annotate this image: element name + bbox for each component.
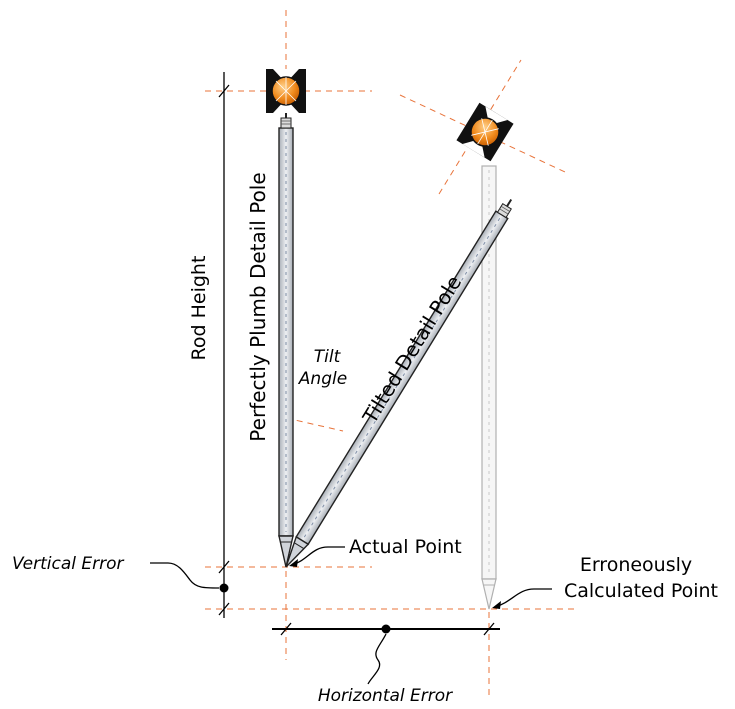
plumb-pole xyxy=(278,110,294,568)
tilt-angle-label-line2: Angle xyxy=(298,369,347,389)
plumb-pole-tip xyxy=(278,535,294,568)
vertical-error-leader xyxy=(150,562,220,589)
tilt-angle-label-line1: Tilt xyxy=(314,347,342,367)
horizontal-error-leader xyxy=(367,633,387,685)
tilted-pole xyxy=(285,198,513,568)
tilted-prism-icon xyxy=(456,102,514,162)
horizontal-error-dot xyxy=(381,624,391,634)
tilted-pole-label: Tilted Detail Pole xyxy=(357,271,466,428)
rod-height-label: Rod Height xyxy=(188,256,210,361)
calculated-point-label-line2: Calculated Point xyxy=(564,580,718,602)
calculated-point-label-line1: Erroneously xyxy=(580,554,692,576)
ghost-pole xyxy=(481,165,497,610)
actual-point-arrow-icon xyxy=(289,559,298,567)
plumb-pole-label: Perfectly Plumb Detail Pole xyxy=(246,172,270,441)
horizontal-error-label: Horizontal Error xyxy=(318,686,453,706)
vertical-error-dot xyxy=(219,583,229,593)
ghost-pole-tip xyxy=(481,578,497,610)
horizontal-error-dimension xyxy=(272,622,500,636)
vertical-error-label: Vertical Error xyxy=(12,554,124,574)
actual-point-label: Actual Point xyxy=(349,536,462,558)
rod-height-dimension xyxy=(218,72,230,618)
calculated-point-leader xyxy=(494,588,552,608)
calculated-point-arrow-icon xyxy=(492,601,501,609)
plumb-prism-icon xyxy=(266,69,306,113)
tilt-angle-guide xyxy=(285,417,344,432)
tilted-pole-tip xyxy=(285,535,310,568)
